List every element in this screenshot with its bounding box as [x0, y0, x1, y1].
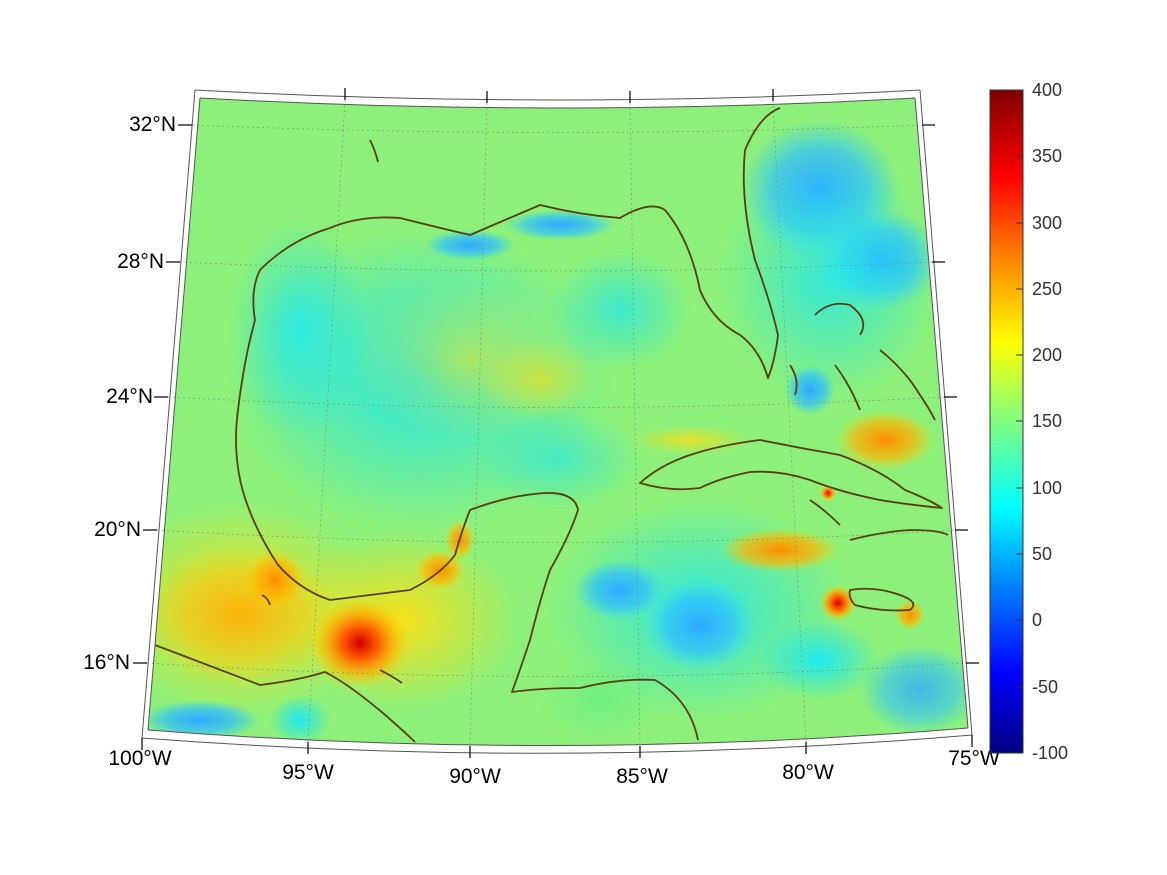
heat-field	[148, 98, 968, 746]
lat-label-28n: 28°N	[117, 250, 164, 273]
lat-label-20n: 20°N	[94, 518, 141, 541]
colorbar-tick-200: 200	[1032, 345, 1062, 365]
longitude-labels: 100°W 95°W 90°W 85°W 80°W 75°W	[108, 747, 1000, 788]
colorbar-tick-0: 0	[1032, 610, 1042, 630]
lon-label-100w: 100°W	[108, 747, 171, 770]
colorbar-tick-neg50: -50	[1032, 677, 1058, 697]
colorbar-tick-100: 100	[1032, 478, 1062, 498]
colorbar-tick-50: 50	[1032, 544, 1052, 564]
lat-label-24n: 24°N	[106, 385, 153, 408]
lon-label-95w: 95°W	[282, 761, 334, 784]
colorbar: 400 350 300 250 200 150 100 50 0 -50 -10…	[989, 80, 1068, 763]
lon-label-85w: 85°W	[616, 765, 668, 788]
latitude-labels: 32°N 28°N 24°N 20°N 16°N	[83, 113, 176, 674]
colorbar-tick-neg100: -100	[1032, 743, 1068, 763]
colorbar-tick-250: 250	[1032, 279, 1062, 299]
tick-marks	[133, 88, 979, 758]
lon-label-80w: 80°W	[782, 761, 834, 784]
lon-label-75w: 75°W	[948, 747, 1000, 770]
graticule	[146, 99, 967, 747]
lat-label-16n: 16°N	[83, 651, 130, 674]
colorbar-tick-300: 300	[1032, 213, 1062, 233]
map-frame	[141, 89, 973, 754]
coastlines	[154, 107, 949, 743]
lat-label-32n: 32°N	[129, 113, 176, 136]
colorbar-tick-350: 350	[1032, 146, 1062, 166]
colorbar-tick-400: 400	[1032, 80, 1062, 100]
lon-label-90w: 90°W	[449, 765, 501, 788]
colorbar-tick-150: 150	[1032, 411, 1062, 431]
